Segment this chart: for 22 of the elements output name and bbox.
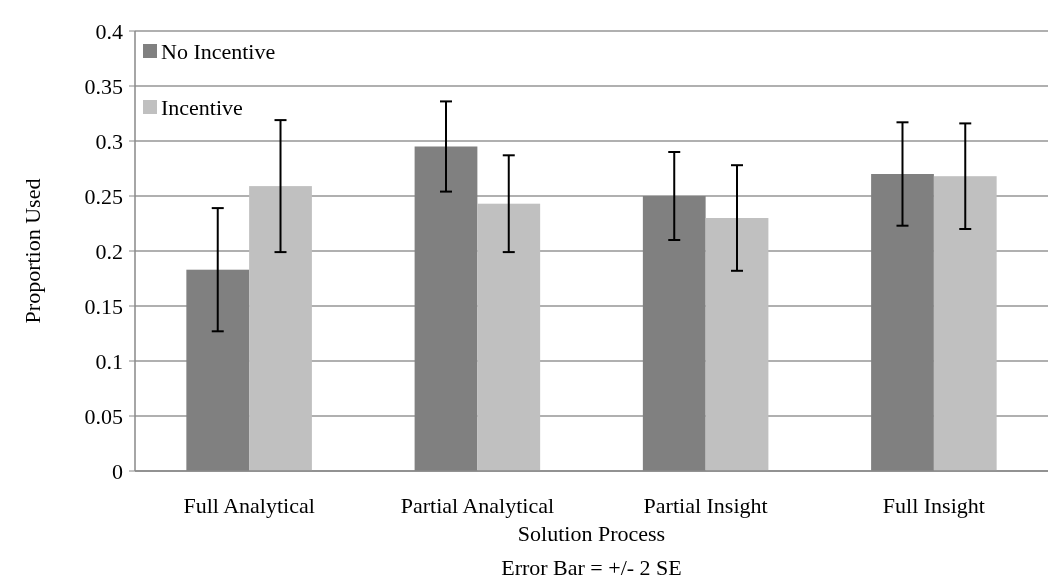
y-tick-label: 0.15: [84, 293, 123, 319]
y-tick-label: 0.4: [95, 18, 123, 44]
legend-label: No Incentive: [161, 38, 276, 64]
x-tick-label: Partial Insight: [643, 493, 768, 518]
x-tick-label: Partial Analytical: [400, 493, 555, 518]
bar: [705, 218, 769, 471]
bar: [477, 203, 541, 471]
x-axis-title: Solution Process: [517, 521, 666, 546]
bar: [249, 186, 312, 471]
y-tick-label: 0.25: [84, 183, 123, 209]
y-tick-label: 0.1: [95, 348, 123, 374]
y-tick-label: 0.05: [84, 403, 123, 429]
y-tick-label: 0.35: [84, 73, 123, 99]
x-tick-label: Full Insight: [882, 493, 985, 518]
y-tick-label: 0.2: [95, 238, 123, 264]
x-tick-label: Full Analytical: [183, 493, 315, 518]
bar: [933, 176, 997, 471]
text: Error Bar = +/- 2 SE: [501, 555, 682, 580]
y-axis-title: Proportion Used: [20, 178, 45, 324]
y-tick-label: 0.3: [95, 128, 123, 154]
y-tick-label: 0: [112, 458, 123, 484]
legend-label: Incentive: [161, 94, 243, 120]
